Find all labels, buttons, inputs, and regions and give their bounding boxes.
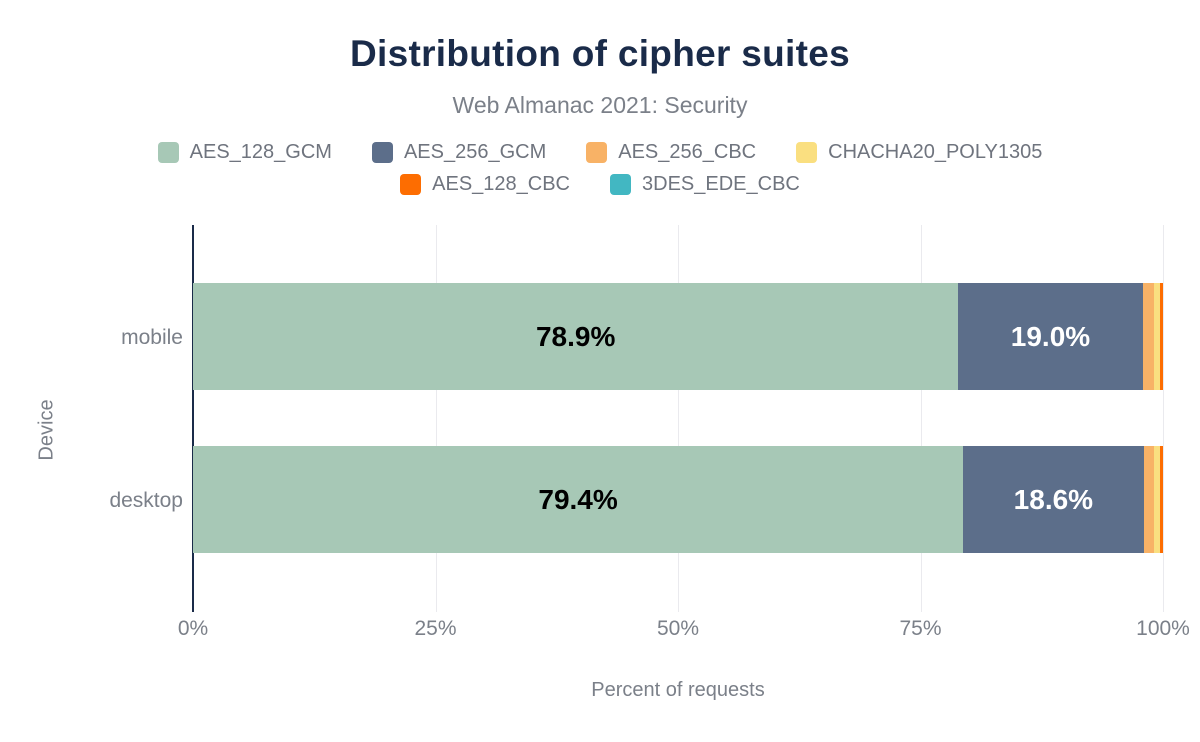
segment-label: 19.0% — [1010, 320, 1091, 352]
chart-subtitle: Web Almanac 2021: Security — [452, 92, 748, 118]
bar-row-desktop: 79.4% 18.6% — [193, 446, 1163, 553]
legend-swatch-icon — [796, 142, 818, 163]
bar-segment-desktop-aes_128_cbc — [1160, 446, 1163, 553]
legend-item-aes_256_gcm: AES_256_GCM — [371, 141, 547, 164]
segment-label: 79.4% — [538, 483, 618, 515]
bar-segment-mobile-aes_256_cbc — [1142, 283, 1155, 390]
x-axis-title: Percent of requests — [591, 679, 765, 701]
bar-segment-desktop-chacha20_poly1305 — [1154, 446, 1161, 553]
x-tick-label-100: 100% — [1136, 617, 1190, 640]
legend-swatch-icon — [157, 142, 179, 163]
legend-label: AES_256_GCM — [403, 141, 547, 163]
x-tick-label-75: 75% — [899, 617, 942, 640]
y-category-label-desktop: desktop — [109, 488, 183, 512]
legend-swatch-icon — [610, 174, 632, 195]
legend-label: 3DES_EDE_CBC — [642, 173, 800, 195]
segment-label: 78.9% — [535, 320, 616, 352]
y-axis-line — [192, 225, 194, 612]
bar-segment-mobile-aes_256_gcm: 19.0% — [958, 283, 1143, 390]
segment-label: 18.6% — [1013, 483, 1094, 515]
legend-item-aes_128_gcm: AES_128_GCM — [157, 141, 332, 164]
gridline — [678, 225, 679, 612]
legend-item-chacha20_poly1305: CHACHA20_POLY1305 — [796, 141, 1042, 164]
gridline — [1163, 225, 1164, 612]
legend-swatch-icon — [400, 174, 422, 195]
x-tick-label-25: 25% — [414, 617, 457, 640]
legend-item-3des_ede_cbc: 3DES_EDE_CBC — [610, 173, 800, 196]
plot-area: 78.9% 19.0% 79.4% 18.6% — [192, 225, 1164, 612]
legend-label: AES_128_GCM — [189, 141, 332, 163]
gridline — [920, 225, 922, 612]
legend-label: AES_128_CBC — [432, 173, 571, 195]
bar-segment-mobile-aes_128_gcm: 78.9% — [193, 283, 959, 390]
x-tick-label-50: 50% — [656, 617, 700, 640]
legend-label: AES_256_CBC — [618, 141, 757, 163]
legend-label: CHACHA20_POLY1305 — [828, 141, 1043, 163]
legend-item-aes_128_cbc: AES_128_CBC — [400, 173, 570, 196]
bar-segment-mobile-chacha20_poly1305 — [1154, 283, 1161, 390]
bar-segment-mobile-aes_128_cbc — [1160, 283, 1163, 390]
bar-segment-desktop-aes_128_gcm: 79.4% — [193, 446, 964, 553]
y-axis-title: Device — [35, 399, 58, 461]
chart-title: Distribution of cipher suites — [349, 33, 850, 74]
bar-segment-desktop-aes_256_cbc — [1143, 446, 1155, 553]
x-tick-label-0: 0% — [177, 617, 209, 640]
legend-swatch-icon — [586, 142, 608, 163]
legend-swatch-icon — [371, 142, 393, 163]
y-category-label-mobile: mobile — [121, 325, 183, 349]
bar-row-mobile: 78.9% 19.0% — [193, 283, 1163, 390]
bar-segment-desktop-aes_256_gcm: 18.6% — [963, 446, 1144, 553]
gridline — [435, 225, 437, 612]
legend: AES_128_GCM AES_256_GCM AES_256_CBC CHACHA2… — [90, 141, 1110, 196]
legend-item-aes_256_cbc: AES_256_CBC — [586, 141, 756, 164]
